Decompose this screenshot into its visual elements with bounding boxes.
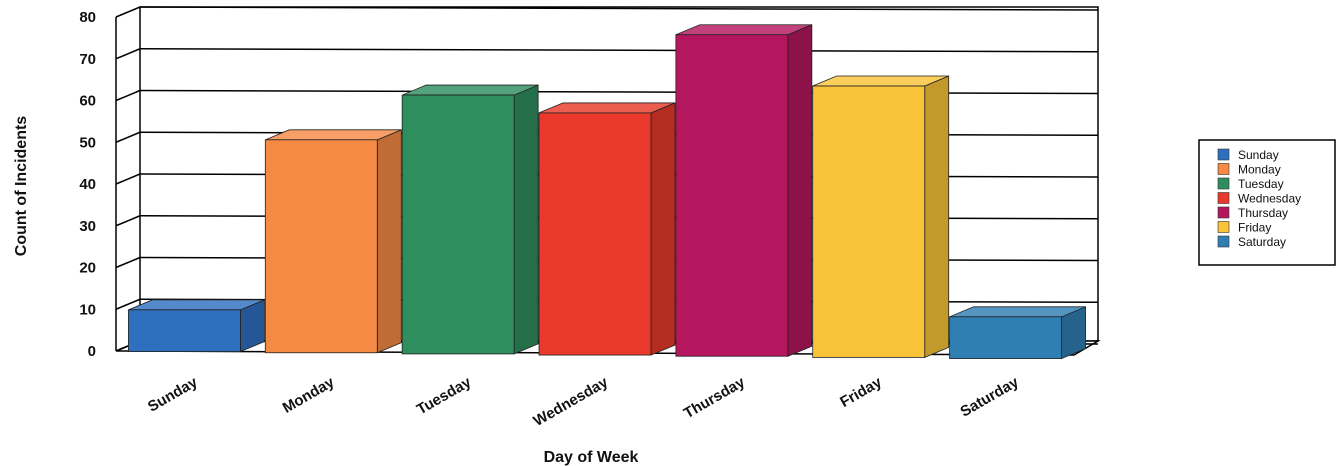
bar-front-face: [812, 85, 926, 358]
y-tick-label: 70: [79, 51, 96, 68]
bar-top-face: [949, 306, 1086, 318]
x-category-label: Sunday: [145, 373, 201, 415]
bar-front-face: [264, 139, 378, 354]
x-category-labels: Sunday Monday Tuesday Wednesday Thursday Frid…: [145, 373, 1022, 430]
legend-swatch: [1217, 163, 1230, 175]
x-category-label: Wednesday: [531, 373, 612, 430]
legend-swatch: [1217, 206, 1230, 219]
gridline-depth: [115, 89, 141, 102]
y-tick-label: 0: [88, 343, 96, 360]
legend-label: Wednesday: [1238, 192, 1301, 206]
legend-label: Tuesday: [1238, 177, 1284, 191]
gridline-depth: [115, 173, 141, 185]
bar-top-face: [812, 75, 949, 87]
y-tick-label: 60: [79, 93, 96, 110]
gridline-depth: [115, 256, 141, 269]
legend-label: Friday: [1238, 221, 1271, 235]
bar-top-face: [128, 299, 265, 311]
bar-side-face: [513, 84, 539, 355]
y-tick-label: 30: [79, 218, 96, 235]
x-axis-title: Day of Week: [544, 449, 639, 466]
gridline: [139, 6, 1099, 11]
gridline-depth: [115, 6, 141, 18]
bar-front-face: [949, 316, 1062, 359]
legend-label: Sunday: [1238, 148, 1279, 162]
legend-label: Monday: [1238, 163, 1281, 177]
y-tick-label: 80: [79, 9, 96, 26]
gridline-depth: [115, 215, 141, 227]
legend-swatch: [1217, 235, 1230, 248]
bar-front-face: [128, 309, 241, 352]
bar-side-face: [787, 24, 813, 357]
bar-front-face: [401, 94, 515, 355]
bar-thursday: [675, 24, 813, 357]
bar-tuesday: [401, 84, 539, 355]
bar-friday: [812, 75, 950, 358]
legend-swatch: [1217, 177, 1230, 190]
gridline-depth: [115, 298, 141, 310]
gridline-depth: [115, 131, 141, 143]
legend-label: Thursday: [1238, 206, 1288, 220]
gridline-depth: [115, 48, 141, 60]
bar-sunday: [128, 299, 265, 353]
bar-top-face: [401, 84, 539, 96]
x-category-label: Tuesday: [414, 373, 475, 418]
x-category-label: Thursday: [681, 373, 749, 422]
gridline: [139, 48, 1099, 53]
y-tick-label: 20: [79, 260, 96, 277]
bar-front-face: [675, 34, 789, 357]
legend: SundayMondayTuesdayWednesdayThursdayFrid…: [1198, 139, 1336, 266]
bar-saturday: [949, 306, 1086, 360]
bar-top-face: [675, 24, 813, 36]
bars-group: [128, 24, 1086, 360]
legend-swatch: [1217, 148, 1230, 161]
y-tick-label: 40: [79, 176, 96, 193]
legend-swatch: [1217, 192, 1230, 204]
bar-side-face: [924, 75, 950, 358]
bar-side-face: [376, 129, 402, 354]
bar-top-face: [265, 129, 402, 141]
y-tick-label: 10: [79, 301, 96, 318]
x-category-label: Saturday: [957, 373, 1022, 420]
legend-swatch: [1217, 221, 1230, 233]
bar-wednesday: [538, 102, 676, 356]
x-category-label: Monday: [280, 373, 338, 416]
legend-label: Saturday: [1238, 235, 1286, 249]
y-tick-labels: 0 10 20 30 40 50 60 70 80: [79, 9, 96, 360]
y-axis-title: Count of Incidents: [13, 116, 30, 257]
y-tick-label: 50: [79, 134, 96, 151]
bar-top-face: [538, 102, 676, 114]
bar-side-face: [650, 102, 676, 356]
bar-front-face: [538, 112, 652, 356]
bar-monday: [264, 129, 402, 354]
x-category-label: Friday: [837, 373, 885, 411]
